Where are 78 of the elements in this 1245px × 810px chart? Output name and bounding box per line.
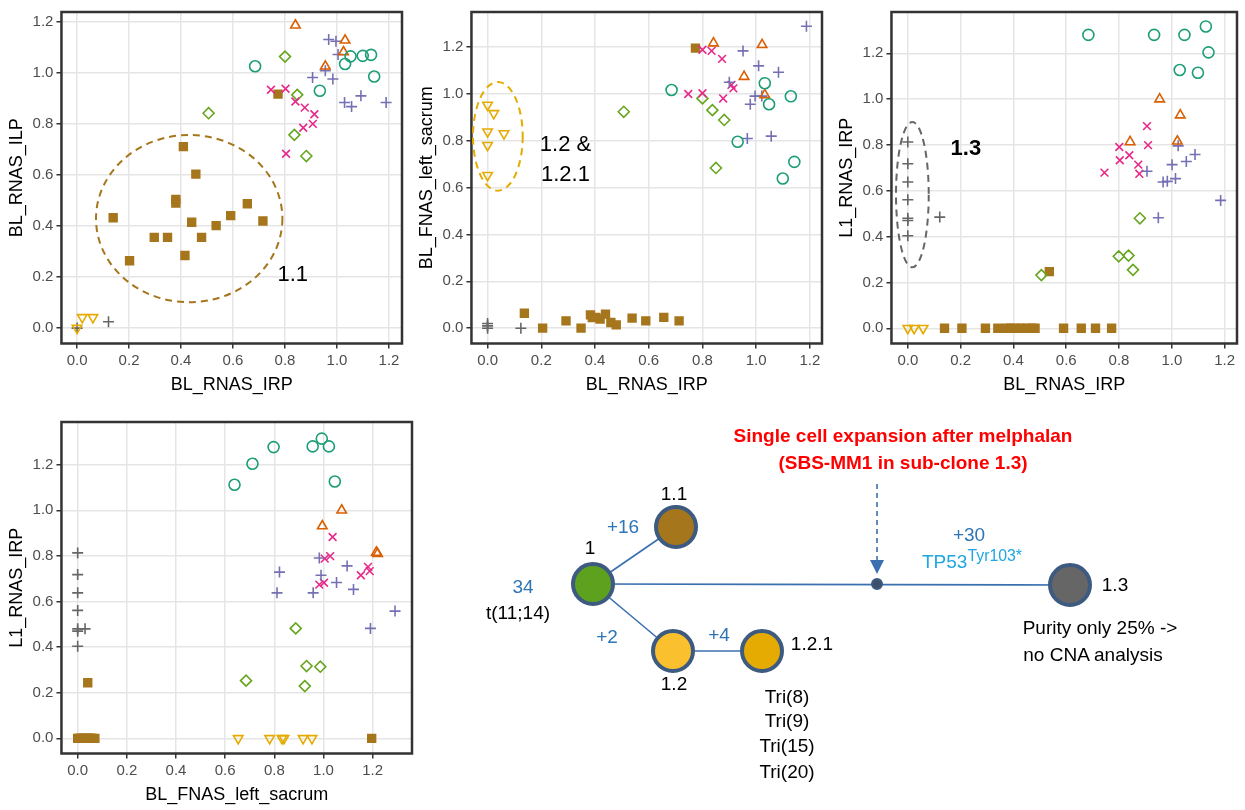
y-tick-label: 1.0 (442, 84, 464, 102)
text: Single cell expansion after melphalan (733, 425, 1073, 447)
x-tick-label: 1.0 (326, 350, 348, 368)
x-tick-label: 0.2 (530, 350, 552, 368)
y-tick-label: 0.6 (862, 180, 884, 198)
annotation: 1.1 (277, 260, 309, 286)
y-tick-label: 0.4 (32, 216, 54, 234)
x-tick-label: 0.0 (477, 350, 498, 368)
y-tick-label: 0.0 (442, 318, 464, 336)
y-tick-label: 1.0 (32, 63, 54, 81)
y-tick-label: 0.2 (442, 271, 464, 289)
y-tick-label: 0.8 (32, 114, 54, 132)
annotation: 1.2 & 1.2.1 (539, 130, 592, 186)
x-axis-title: BL_RNAS_IRP (1003, 374, 1126, 396)
y-tick-label: 0.6 (442, 177, 464, 195)
x-tick-label: 0.0 (67, 760, 89, 778)
x-tick-label: 0.0 (897, 350, 919, 368)
x-tick-label: 0.4 (1002, 350, 1024, 368)
y-tick-label: 0.2 (32, 267, 54, 285)
x-tick-label: 0.2 (116, 760, 138, 778)
y-tick-label: 0.4 (442, 224, 464, 242)
y-axis-title: L1_RNAS_IRP (5, 527, 27, 648)
y-tick-label: 0.6 (32, 591, 54, 609)
annotation: 1.3 (950, 134, 982, 160)
text: Tri(8) (764, 686, 810, 708)
y-tick-label: 0.8 (32, 546, 54, 564)
x-tick-label: 0.6 (1055, 350, 1077, 368)
x-tick-label: 0.6 (222, 350, 244, 368)
y-tick-label: 0.0 (32, 318, 54, 336)
text: 34 (512, 576, 534, 598)
x-tick-label: 1.2 (1214, 350, 1236, 368)
y-tick-label: 0.2 (32, 682, 54, 700)
y-tick-label: 1.2 (32, 454, 54, 472)
x-tick-label: 0.2 (950, 350, 972, 368)
y-tick-label: 0.4 (32, 637, 54, 655)
x-tick-label: 1.0 (313, 760, 334, 778)
x-tick-label: 0.8 (1108, 350, 1130, 368)
x-tick-label: 1.2 (799, 350, 821, 368)
text: 1.3 (1101, 574, 1129, 596)
text: Tri(15) (759, 735, 815, 757)
x-tick-label: 1.2 (362, 760, 384, 778)
text: Tri(9) (764, 710, 810, 732)
y-tick-label: 1.2 (862, 43, 884, 61)
y-tick-label: 0.6 (32, 165, 54, 183)
y-tick-label: 1.2 (32, 12, 54, 30)
x-tick-label: 0.0 (66, 350, 88, 368)
x-tick-label: 0.2 (118, 350, 140, 368)
x-axis-title: BL_RNAS_IRP (170, 374, 293, 396)
x-tick-label: 0.6 (214, 760, 236, 778)
text: t(11;14) (485, 602, 551, 624)
y-tick-label: 0.0 (862, 318, 884, 336)
y-tick-label: 1.0 (32, 500, 54, 518)
x-tick-label: 0.4 (170, 350, 192, 368)
y-axis-title: L1_RNAS_IRP (835, 117, 857, 238)
x-tick-label: 0.4 (165, 760, 187, 778)
text: (SBS-MM1 in sub-clone 1.3) (778, 452, 1028, 474)
x-tick-label: 0.8 (263, 760, 285, 778)
y-tick-label: 0.8 (442, 130, 464, 148)
x-tick-label: 0.4 (584, 350, 606, 368)
x-tick-label: 1.2 (378, 350, 400, 368)
x-tick-label: 1.0 (1161, 350, 1183, 368)
x-tick-label: 0.6 (638, 350, 660, 368)
y-tick-label: 0.8 (862, 135, 884, 153)
x-tick-label: 0.8 (692, 350, 713, 368)
y-tick-label: 0.4 (862, 226, 884, 244)
y-axis-title: BL_RNAS_ILP (5, 118, 27, 238)
x-tick-label: 0.8 (274, 350, 296, 368)
y-axis-title: BL_FNAS_left_sacrum (415, 86, 437, 270)
x-axis-title: BL_FNAS_left_sacrum (145, 784, 329, 806)
x-axis-title: BL_RNAS_IRP (585, 374, 708, 396)
text: Tri(20) (759, 761, 815, 783)
y-tick-label: 0.0 (32, 728, 54, 746)
y-tick-label: 0.2 (862, 272, 884, 290)
text: 1.1 (660, 483, 688, 505)
x-tick-label: 1.0 (745, 350, 767, 368)
y-tick-label: 1.0 (862, 89, 884, 107)
y-tick-label: 1.2 (442, 37, 464, 55)
text: 1.2 (660, 673, 688, 695)
